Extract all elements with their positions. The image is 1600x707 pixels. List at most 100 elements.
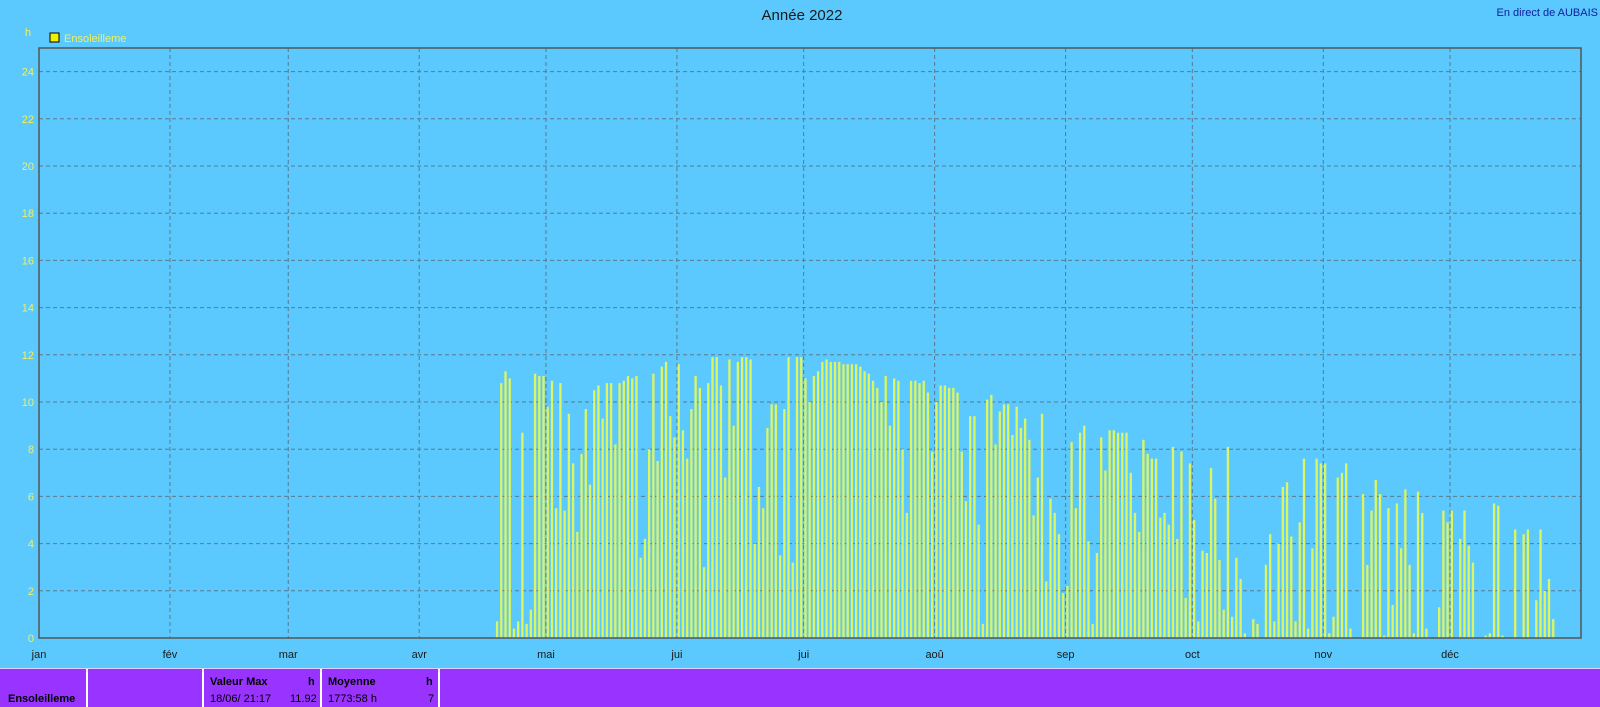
x-tick-label: avr <box>412 649 428 661</box>
bar <box>1070 442 1073 638</box>
bar <box>1492 503 1496 638</box>
bar <box>1028 439 1031 638</box>
bar <box>664 361 668 638</box>
bar <box>791 562 794 638</box>
bar <box>838 361 841 638</box>
bar <box>833 361 837 638</box>
bar <box>660 366 663 638</box>
bar <box>1121 432 1124 638</box>
bar <box>964 501 968 638</box>
bar <box>1446 522 1449 638</box>
bar <box>1091 623 1094 638</box>
bar <box>1484 635 1487 638</box>
bar <box>1366 564 1369 638</box>
y-tick-label: 12 <box>22 350 34 362</box>
bar <box>1391 604 1394 638</box>
bar <box>1032 515 1035 638</box>
stats-max-header: Valeur Max <box>210 676 268 688</box>
bar <box>732 425 735 638</box>
chart-title: Année 2022 <box>762 7 843 24</box>
bar <box>985 399 989 638</box>
y-tick-label: 14 <box>22 303 34 315</box>
bar <box>673 437 676 638</box>
bar <box>656 461 659 638</box>
bar <box>1264 564 1268 638</box>
bar <box>859 366 862 638</box>
bar <box>1062 593 1065 638</box>
bar <box>994 444 997 638</box>
y-tick-label: 22 <box>22 114 34 126</box>
bar <box>1011 435 1014 638</box>
bar <box>715 357 718 638</box>
bar <box>1184 597 1187 638</box>
bar <box>762 508 765 638</box>
bar <box>559 383 562 638</box>
legend: Ensoleilleme <box>49 32 126 45</box>
bar <box>1167 524 1170 638</box>
bar <box>546 406 549 638</box>
bar <box>707 383 710 638</box>
bar <box>1154 458 1158 638</box>
bar <box>1438 607 1441 638</box>
bar <box>571 463 575 638</box>
bar <box>1252 619 1255 638</box>
bar <box>1539 529 1542 638</box>
bar <box>888 425 892 638</box>
bar <box>614 444 617 638</box>
bar <box>1501 635 1504 638</box>
bar <box>1349 628 1352 638</box>
bar <box>719 385 723 638</box>
y-tick-label: 10 <box>22 397 34 409</box>
bar <box>512 628 516 638</box>
bar <box>647 449 651 638</box>
bar <box>1340 472 1344 638</box>
bar <box>821 361 824 638</box>
bar <box>1370 510 1373 638</box>
bar <box>1230 616 1234 638</box>
bar <box>626 376 630 638</box>
x-tick-label: mar <box>279 649 298 661</box>
bar <box>711 357 714 638</box>
bar <box>1450 510 1453 638</box>
bar <box>1522 534 1525 638</box>
bar <box>977 524 980 638</box>
bar <box>563 510 566 638</box>
bar <box>694 376 697 638</box>
stats-max-cell: Valeur Max h 18/06/ 21:17 11.92 <box>204 669 322 707</box>
bar <box>1387 508 1390 638</box>
bar <box>576 531 579 638</box>
bar <box>1002 404 1006 638</box>
bar <box>854 364 858 638</box>
bar <box>1552 619 1555 638</box>
bar <box>1049 498 1052 638</box>
bar <box>952 387 955 638</box>
bar <box>597 385 600 638</box>
x-tick-label: mai <box>537 649 555 661</box>
bar <box>909 380 913 638</box>
bar <box>922 380 925 638</box>
bar <box>871 380 875 638</box>
x-tick-label: jui <box>797 649 809 661</box>
bar <box>1045 581 1048 638</box>
bar <box>1269 534 1272 638</box>
bar <box>1053 512 1056 638</box>
x-tick-label: nov <box>1314 649 1332 661</box>
bar <box>609 383 613 638</box>
bar <box>926 392 930 638</box>
bar <box>1311 548 1314 638</box>
bar <box>1412 633 1415 638</box>
bar <box>766 427 769 638</box>
chart-area: Année 2022 En direct de AUBAIS h Ensolei… <box>22 7 1599 661</box>
bar <box>1442 510 1445 638</box>
bar <box>1408 564 1411 638</box>
bar <box>1463 510 1466 638</box>
bar <box>1243 633 1246 638</box>
station-label: En direct de AUBAIS <box>1497 7 1599 19</box>
bar <box>850 364 854 638</box>
bar <box>1345 463 1348 638</box>
bar <box>795 357 799 638</box>
bar <box>1087 541 1090 638</box>
bar <box>943 385 947 638</box>
bar <box>639 557 642 638</box>
bar <box>686 458 689 638</box>
